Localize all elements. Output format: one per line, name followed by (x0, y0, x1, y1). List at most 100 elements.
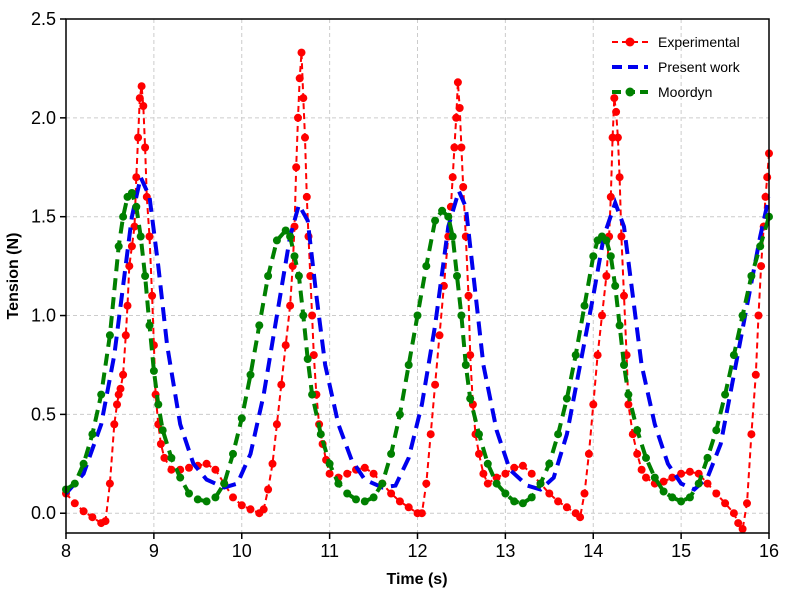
x-tick-label: 15 (671, 541, 691, 561)
moordyn-point (136, 232, 145, 241)
moordyn-point (97, 390, 106, 399)
moordyn-point (211, 493, 220, 502)
moordyn-point (685, 493, 694, 502)
moordyn-point (299, 311, 308, 320)
experimental-point (455, 104, 464, 112)
moordyn-point (202, 497, 211, 506)
experimental-point (88, 513, 97, 522)
experimental-point (483, 479, 492, 488)
x-tick-label: 12 (407, 541, 427, 561)
experimental-point (580, 489, 589, 498)
moordyn-point (703, 453, 712, 462)
experimental-point (286, 301, 295, 310)
legend-marker (625, 87, 635, 97)
experimental-point (79, 507, 88, 516)
x-tick-label: 11 (320, 541, 339, 561)
experimental-point (167, 465, 176, 474)
experimental-point (156, 440, 165, 448)
moordyn-point (461, 361, 470, 369)
moordyn-point (571, 351, 580, 360)
y-tick-label: 2.5 (31, 9, 56, 29)
moordyn-point (589, 252, 598, 261)
moordyn-point (404, 361, 413, 369)
experimental-point (387, 489, 396, 498)
series-layer (62, 48, 773, 533)
moordyn-point (294, 272, 303, 280)
moordyn-point (413, 311, 422, 320)
experimental-point (325, 469, 334, 478)
moordyn-point (444, 212, 453, 221)
experimental-point (598, 311, 606, 320)
series-present-work (64, 170, 771, 495)
moordyn-point (119, 212, 128, 221)
experimental-point (264, 485, 273, 494)
moordyn-point (624, 390, 633, 399)
present-work-line (64, 170, 771, 495)
experimental-point (612, 107, 621, 116)
experimental-point (229, 493, 237, 502)
moordyn-point (158, 426, 167, 435)
experimental-point (343, 469, 352, 478)
moordyn-point (580, 301, 589, 310)
moordyn-point (255, 321, 264, 330)
experimental-point (417, 509, 426, 518)
legend-label: Present work (658, 59, 741, 75)
experimental-point (101, 517, 110, 526)
experimental-point (685, 467, 694, 476)
experimental-point (299, 94, 308, 103)
y-tick-label: 0.5 (31, 404, 56, 424)
experimental-point (137, 82, 146, 91)
moordyn-point (606, 252, 615, 261)
moordyn-point (483, 459, 492, 468)
experimental-point (422, 479, 431, 488)
experimental-point (297, 48, 306, 57)
moordyn-point (308, 390, 317, 399)
moordyn-point (105, 331, 114, 340)
experimental-point (642, 473, 650, 482)
moordyn-point (501, 489, 510, 498)
moordyn-point (729, 351, 738, 360)
moordyn-point (88, 430, 97, 439)
experimental-point (246, 505, 255, 514)
moordyn-point (70, 479, 79, 488)
moordyn-point (466, 394, 475, 403)
experimental-point (613, 133, 622, 142)
moordyn-point (536, 479, 545, 488)
moordyn-point (611, 281, 620, 290)
experimental-point (576, 513, 585, 522)
experimental-point (132, 173, 141, 182)
moordyn-point (369, 493, 378, 502)
moordyn-point (475, 430, 483, 439)
legend-item-experimental: Experimental (612, 34, 740, 50)
moordyn-point (334, 479, 343, 488)
experimental-point (202, 459, 211, 468)
experimental-point (121, 331, 130, 340)
experimental-point (475, 449, 483, 458)
experimental-point (492, 473, 501, 482)
experimental-point (404, 503, 413, 512)
moordyn-point (668, 493, 677, 502)
moordyn-point (127, 189, 136, 197)
moordyn-point (387, 449, 396, 458)
experimental-point (302, 192, 311, 201)
moordyn-point (620, 361, 628, 369)
moordyn-point (659, 487, 668, 496)
x-axis-title: Time (s) (386, 571, 447, 588)
experimental-point (309, 351, 318, 360)
ticks: 8 9 10 11 12 13 14 15 16 0.0 0.5 1.0 1.5 2.0 2.5 (31, 9, 779, 561)
experimental-point (435, 331, 444, 340)
moordyn-point (185, 489, 193, 498)
moordyn-point (395, 410, 404, 419)
moordyn-point (677, 497, 686, 506)
moordyn-point (492, 479, 501, 488)
experimental-point (584, 449, 593, 458)
moordyn-point (352, 495, 360, 504)
moordyn-line (64, 189, 771, 506)
experimental-point (130, 222, 139, 231)
moordyn-point (527, 493, 536, 502)
experimental-point (272, 420, 281, 429)
experimental-point (459, 183, 468, 191)
experimental-point (259, 505, 268, 514)
moordyn-point (325, 459, 334, 468)
